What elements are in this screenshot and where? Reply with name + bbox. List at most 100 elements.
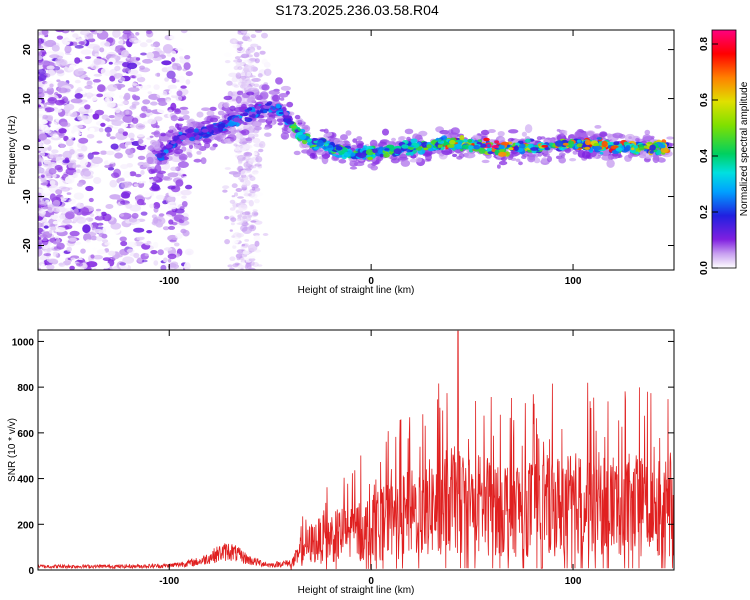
heatmap-cell — [40, 182, 48, 186]
heatmap-cell — [150, 192, 154, 197]
colorbar-tick-label: 0.2 — [699, 205, 710, 219]
heatmap-cell — [248, 244, 258, 252]
heatmap-cell — [149, 203, 155, 209]
heatmap-cell — [64, 41, 70, 46]
heatmap-cell — [118, 205, 127, 214]
heatmap-cell — [255, 30, 262, 33]
heatmap-cell — [167, 204, 177, 210]
heatmap-cell — [645, 155, 652, 159]
heatmap-cell — [75, 169, 81, 174]
heatmap-cell — [104, 91, 115, 98]
heatmap-cell — [68, 198, 77, 205]
heatmap-cell — [73, 188, 79, 194]
heatmap-cell — [133, 252, 140, 259]
heatmap-cell — [475, 135, 482, 140]
heatmap-cell — [155, 57, 161, 61]
heatmap-cell — [60, 121, 68, 127]
heatmap-cell — [150, 256, 160, 262]
heatmap-cell — [185, 184, 193, 190]
heatmap-cell — [338, 159, 347, 164]
heatmap-cell — [405, 152, 411, 156]
heatmap-cell — [80, 115, 90, 120]
heatmap-cell — [184, 55, 191, 60]
heatmap-cell — [401, 144, 409, 149]
heatmap-cell — [66, 192, 72, 195]
heatmap-cell — [108, 61, 113, 65]
snr-ytick-label: 200 — [17, 520, 34, 531]
heatmap-cell — [96, 93, 104, 98]
heatmap-cell — [409, 151, 414, 156]
heatmap-cell — [38, 222, 43, 228]
heatmap-cell — [45, 101, 55, 106]
heatmap-cell — [646, 141, 653, 145]
heatmap-cell — [149, 135, 154, 138]
heatmap-cell — [142, 58, 153, 64]
heatmap-cell — [335, 154, 343, 158]
heatmap-cell — [74, 79, 81, 84]
heatmap-cell — [151, 184, 160, 191]
snr-ylabel: SNR (10 * v/v) — [7, 418, 18, 482]
heatmap-cell — [38, 31, 42, 36]
heatmap-cell — [518, 161, 523, 166]
heatmap-cell — [38, 142, 43, 147]
heatmap-cell — [170, 115, 178, 122]
heatmap-cell — [251, 64, 255, 70]
heatmap-cell — [132, 82, 138, 86]
heatmap-cell — [254, 240, 260, 247]
heatmap-cell — [389, 146, 396, 152]
heatmap-cell — [174, 208, 185, 214]
heatmap-cell — [38, 227, 44, 236]
snr-ytick-label: 800 — [17, 383, 34, 394]
heatmap-cell — [594, 125, 602, 129]
heatmap-cell — [186, 151, 192, 156]
heatmap-cell — [136, 198, 145, 206]
heatmap-cell — [136, 133, 145, 138]
heatmap-cell — [167, 129, 174, 133]
heatmap-cell — [98, 233, 104, 238]
heatmap-cell — [340, 134, 348, 141]
heatmap-cell — [72, 33, 79, 38]
heatmap-cell — [140, 236, 145, 240]
heatmap-cell — [228, 187, 234, 193]
heatmap-cell — [167, 172, 179, 178]
heatmap-cell — [248, 174, 253, 178]
heatmap-cell — [139, 113, 147, 119]
heatmap-cell — [153, 130, 161, 138]
heatmap-cell — [254, 94, 263, 101]
heatmap-cell — [41, 237, 49, 246]
heatmap-cell — [290, 125, 297, 129]
heatmap-cell — [471, 143, 475, 146]
heatmap-cell — [241, 53, 250, 59]
heatmap-cell — [175, 79, 180, 83]
heatmap-cell — [122, 131, 128, 136]
heatmap-cell — [584, 146, 591, 150]
heatmap-cell — [519, 143, 526, 149]
snr-xtick-label: -100 — [159, 576, 179, 587]
heatmap-cell — [48, 168, 57, 175]
heatmap-cell — [83, 77, 91, 81]
spectrogram-xtick-label: 100 — [565, 276, 582, 287]
heatmap-cell — [522, 153, 530, 157]
heatmap-cell — [128, 132, 135, 139]
heatmap-cell — [185, 71, 193, 77]
heatmap-cell — [152, 216, 166, 226]
heatmap-cell — [96, 140, 103, 144]
heatmap-cell — [114, 152, 123, 159]
heatmap-cell — [78, 137, 89, 144]
heatmap-cell — [65, 211, 75, 220]
heatmap-cell — [69, 230, 80, 237]
spectrogram-ytick-label: 10 — [22, 93, 33, 105]
heatmap-cell — [277, 122, 284, 126]
heatmap-cell — [266, 117, 274, 122]
heatmap-cell — [93, 58, 102, 66]
heatmap-cell — [253, 235, 261, 242]
heatmap-cell — [202, 138, 212, 144]
heatmap-cell — [74, 241, 82, 245]
heatmap-cell — [630, 147, 635, 151]
heatmap-cell — [136, 145, 146, 151]
heatmap-cell — [601, 155, 612, 161]
heatmap-cell — [418, 130, 428, 137]
heatmap-cell — [562, 142, 569, 146]
snr-ytick-label: 600 — [17, 429, 34, 440]
heatmap-cell — [131, 101, 140, 106]
